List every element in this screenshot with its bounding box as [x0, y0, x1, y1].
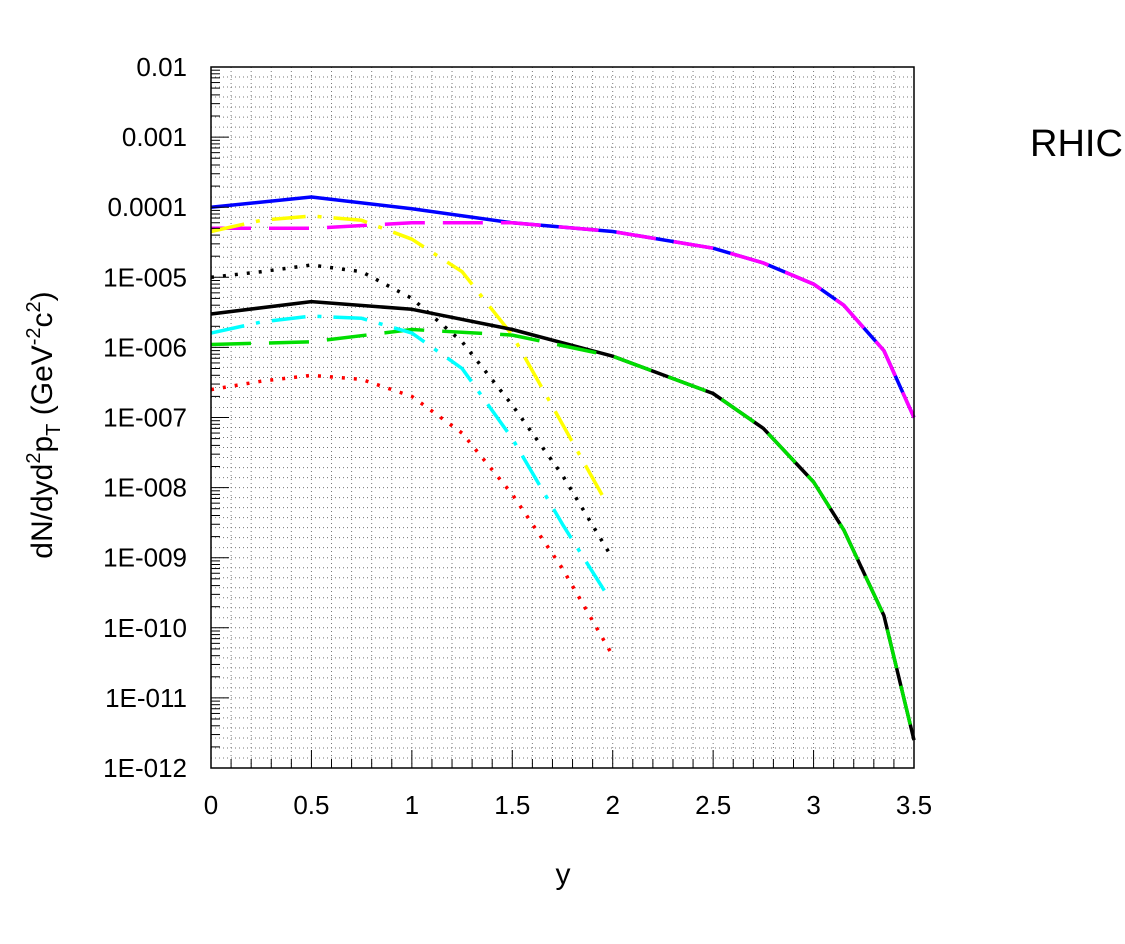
y-axis-title-main: dN/dyd [26, 464, 59, 559]
y-axis-title-p: p [26, 436, 59, 453]
axis-ticks [210, 69, 915, 769]
series-line-7 [210, 314, 609, 596]
x-tick-label: 0 [204, 790, 218, 820]
grid [211, 67, 914, 768]
y-axis-title-unit-open: (GeV [26, 345, 59, 423]
y-tick-label: 1E-007 [103, 403, 187, 433]
x-tick-label: 2.5 [695, 790, 731, 820]
y-tick-label: 0.01 [136, 52, 187, 82]
series-line-3 [210, 214, 609, 505]
y-tick-label: 1E-005 [103, 262, 187, 292]
y-axis-title-unit-close: ) [26, 291, 59, 301]
y-axis-title-sup3: 2 [23, 301, 45, 312]
x-tick-label: 1 [405, 790, 419, 820]
x-tick-label: 3.5 [896, 790, 932, 820]
y-tick-label: 1E-008 [103, 473, 187, 503]
y-tick-label: 1E-006 [103, 332, 187, 362]
y-axis-title-sup2: -2 [23, 327, 45, 345]
x-axis-title: y [556, 858, 571, 891]
y-axis-tick-labels: 0.01 0.001 0.0001 1E-005 1E-006 1E-007 1E-008 1… [103, 52, 187, 783]
x-tick-label: 3 [806, 790, 820, 820]
x-tick-label: 0.5 [293, 790, 329, 820]
plot-area [210, 195, 916, 741]
x-tick-label: 1.5 [494, 790, 530, 820]
y-tick-label: 1E-012 [103, 753, 187, 783]
y-tick-label: 1E-009 [103, 543, 187, 573]
series-line-8 [210, 373, 615, 657]
series-line-6 [210, 327, 916, 741]
y-tick-label: 1E-011 [105, 683, 187, 713]
y-axis-title-sup1: 2 [23, 453, 45, 464]
y-tick-label: 0.0001 [107, 192, 187, 222]
y-axis-title-sub: T [43, 424, 65, 436]
y-tick-label: 1E-010 [103, 613, 187, 643]
rhic-annotation: RHIC [1030, 123, 1123, 165]
y-axis-title-c: c [26, 312, 59, 327]
y-axis-title: dN/dyd2pT (GeV-2c2) [23, 291, 65, 558]
x-tick-label: 2 [605, 790, 619, 820]
y-tick-label: 0.001 [122, 122, 187, 152]
series-line-2 [211, 221, 916, 419]
x-axis-tick-labels: 0 0.5 1 1.5 2 2.5 3 3.5 [204, 790, 932, 820]
